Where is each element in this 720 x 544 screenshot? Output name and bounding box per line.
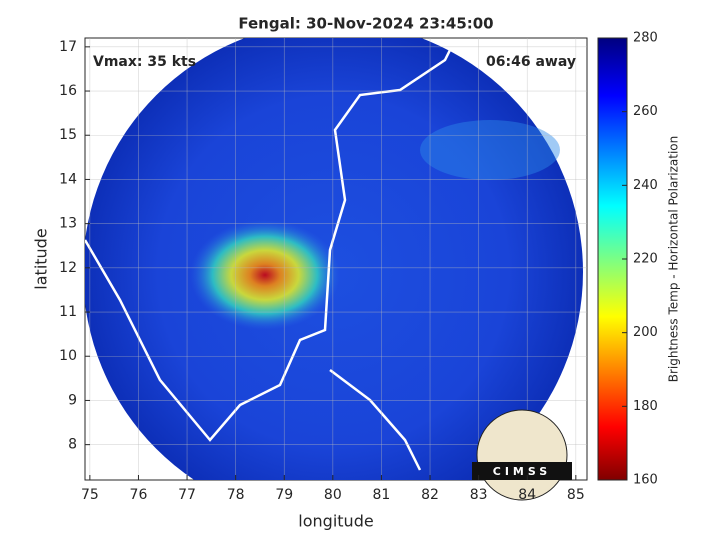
x-tick-label: 80 [324,487,342,503]
x-tick-label: 85 [567,487,585,503]
annotation: Vmax: 35 kts [93,54,196,70]
y-tick-label: 10 [59,348,77,364]
logo: CIMSS [472,409,572,501]
colorbar-tick-label: 180 [633,399,658,414]
x-tick-label: 79 [275,487,293,503]
colorbar-tick-label: 220 [633,252,658,267]
x-tick-label: 75 [81,487,99,503]
colorbar-tick-label: 260 [633,104,658,119]
y-tick-label: 13 [59,216,77,232]
coastline [85,39,457,442]
x-tick-label: 84 [518,487,536,503]
coastline [329,369,422,471]
x-axis-label: longitude [298,512,373,531]
colorbar-label: Brightness Temp - Horizontal Polarizatio… [667,136,681,383]
chart-title: Fengal: 30-Nov-2024 23:45:00 [238,15,493,33]
colorbar-tick-label: 160 [633,473,658,488]
logo-text: CIMSS [493,465,551,478]
convection [190,220,340,330]
colorbar-tick-label: 240 [633,178,658,193]
y-tick-label: 11 [59,304,77,320]
y-tick-label: 14 [59,171,77,187]
colorbar-tick-label: 200 [633,325,658,340]
y-tick-label: 15 [59,127,77,143]
cloud-band [420,120,560,180]
x-tick-label: 83 [470,487,488,503]
x-tick-label: 81 [373,487,391,503]
colorbar-tick-label: 280 [633,31,658,46]
x-tick-label: 77 [178,487,196,503]
y-tick-label: 17 [59,39,77,55]
satellite-image [85,38,583,480]
y-tick-label: 16 [59,83,77,99]
annotation: 06:46 away [486,54,576,70]
y-tick-label: 9 [68,392,77,408]
x-tick-label: 82 [421,487,439,503]
y-tick-label: 8 [68,437,77,453]
x-tick-label: 78 [227,487,245,503]
x-tick-label: 76 [130,487,148,503]
y-axis-label: latitude [32,228,51,289]
y-tick-label: 12 [59,260,77,276]
